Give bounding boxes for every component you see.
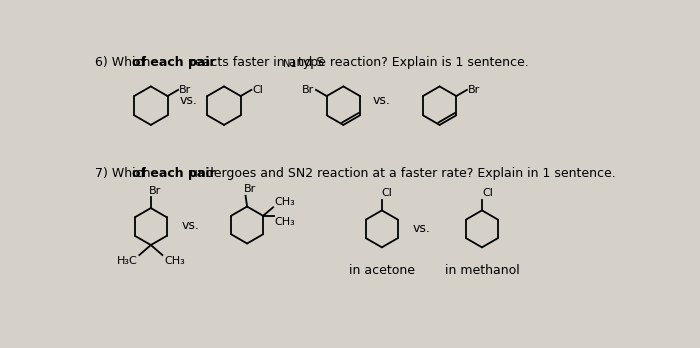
Text: vs.: vs.	[182, 219, 199, 231]
Text: CH₃: CH₃	[274, 197, 295, 207]
Text: Cl: Cl	[252, 85, 263, 95]
Text: H₃C: H₃C	[117, 256, 138, 266]
Text: vs.: vs.	[372, 94, 391, 107]
Text: Br: Br	[149, 186, 162, 196]
Text: of each pair: of each pair	[132, 56, 216, 69]
Text: N1: N1	[284, 59, 297, 69]
Text: type reaction? Explain is 1 sentence.: type reaction? Explain is 1 sentence.	[294, 56, 528, 69]
Text: undergoes and SN2 reaction at a faster rate? Explain in 1 sentence.: undergoes and SN2 reaction at a faster r…	[186, 167, 616, 180]
Text: Cl: Cl	[482, 188, 493, 198]
Text: vs.: vs.	[413, 222, 430, 235]
Text: CH₃: CH₃	[164, 256, 185, 266]
Text: reacts faster in and S: reacts faster in and S	[186, 56, 325, 69]
Text: Br: Br	[302, 85, 314, 95]
Text: Cl: Cl	[382, 188, 393, 198]
Text: in methanol: in methanol	[444, 263, 519, 277]
Text: Br: Br	[468, 85, 480, 95]
Text: 6) Which: 6) Which	[95, 56, 155, 69]
Text: Br: Br	[179, 85, 191, 95]
Text: Br: Br	[244, 184, 256, 194]
Text: vs.: vs.	[180, 94, 198, 107]
Text: 7) Which: 7) Which	[95, 167, 155, 180]
Text: CH₃: CH₃	[274, 216, 295, 227]
Text: in acetone: in acetone	[349, 263, 415, 277]
Text: of each pair: of each pair	[132, 167, 216, 180]
